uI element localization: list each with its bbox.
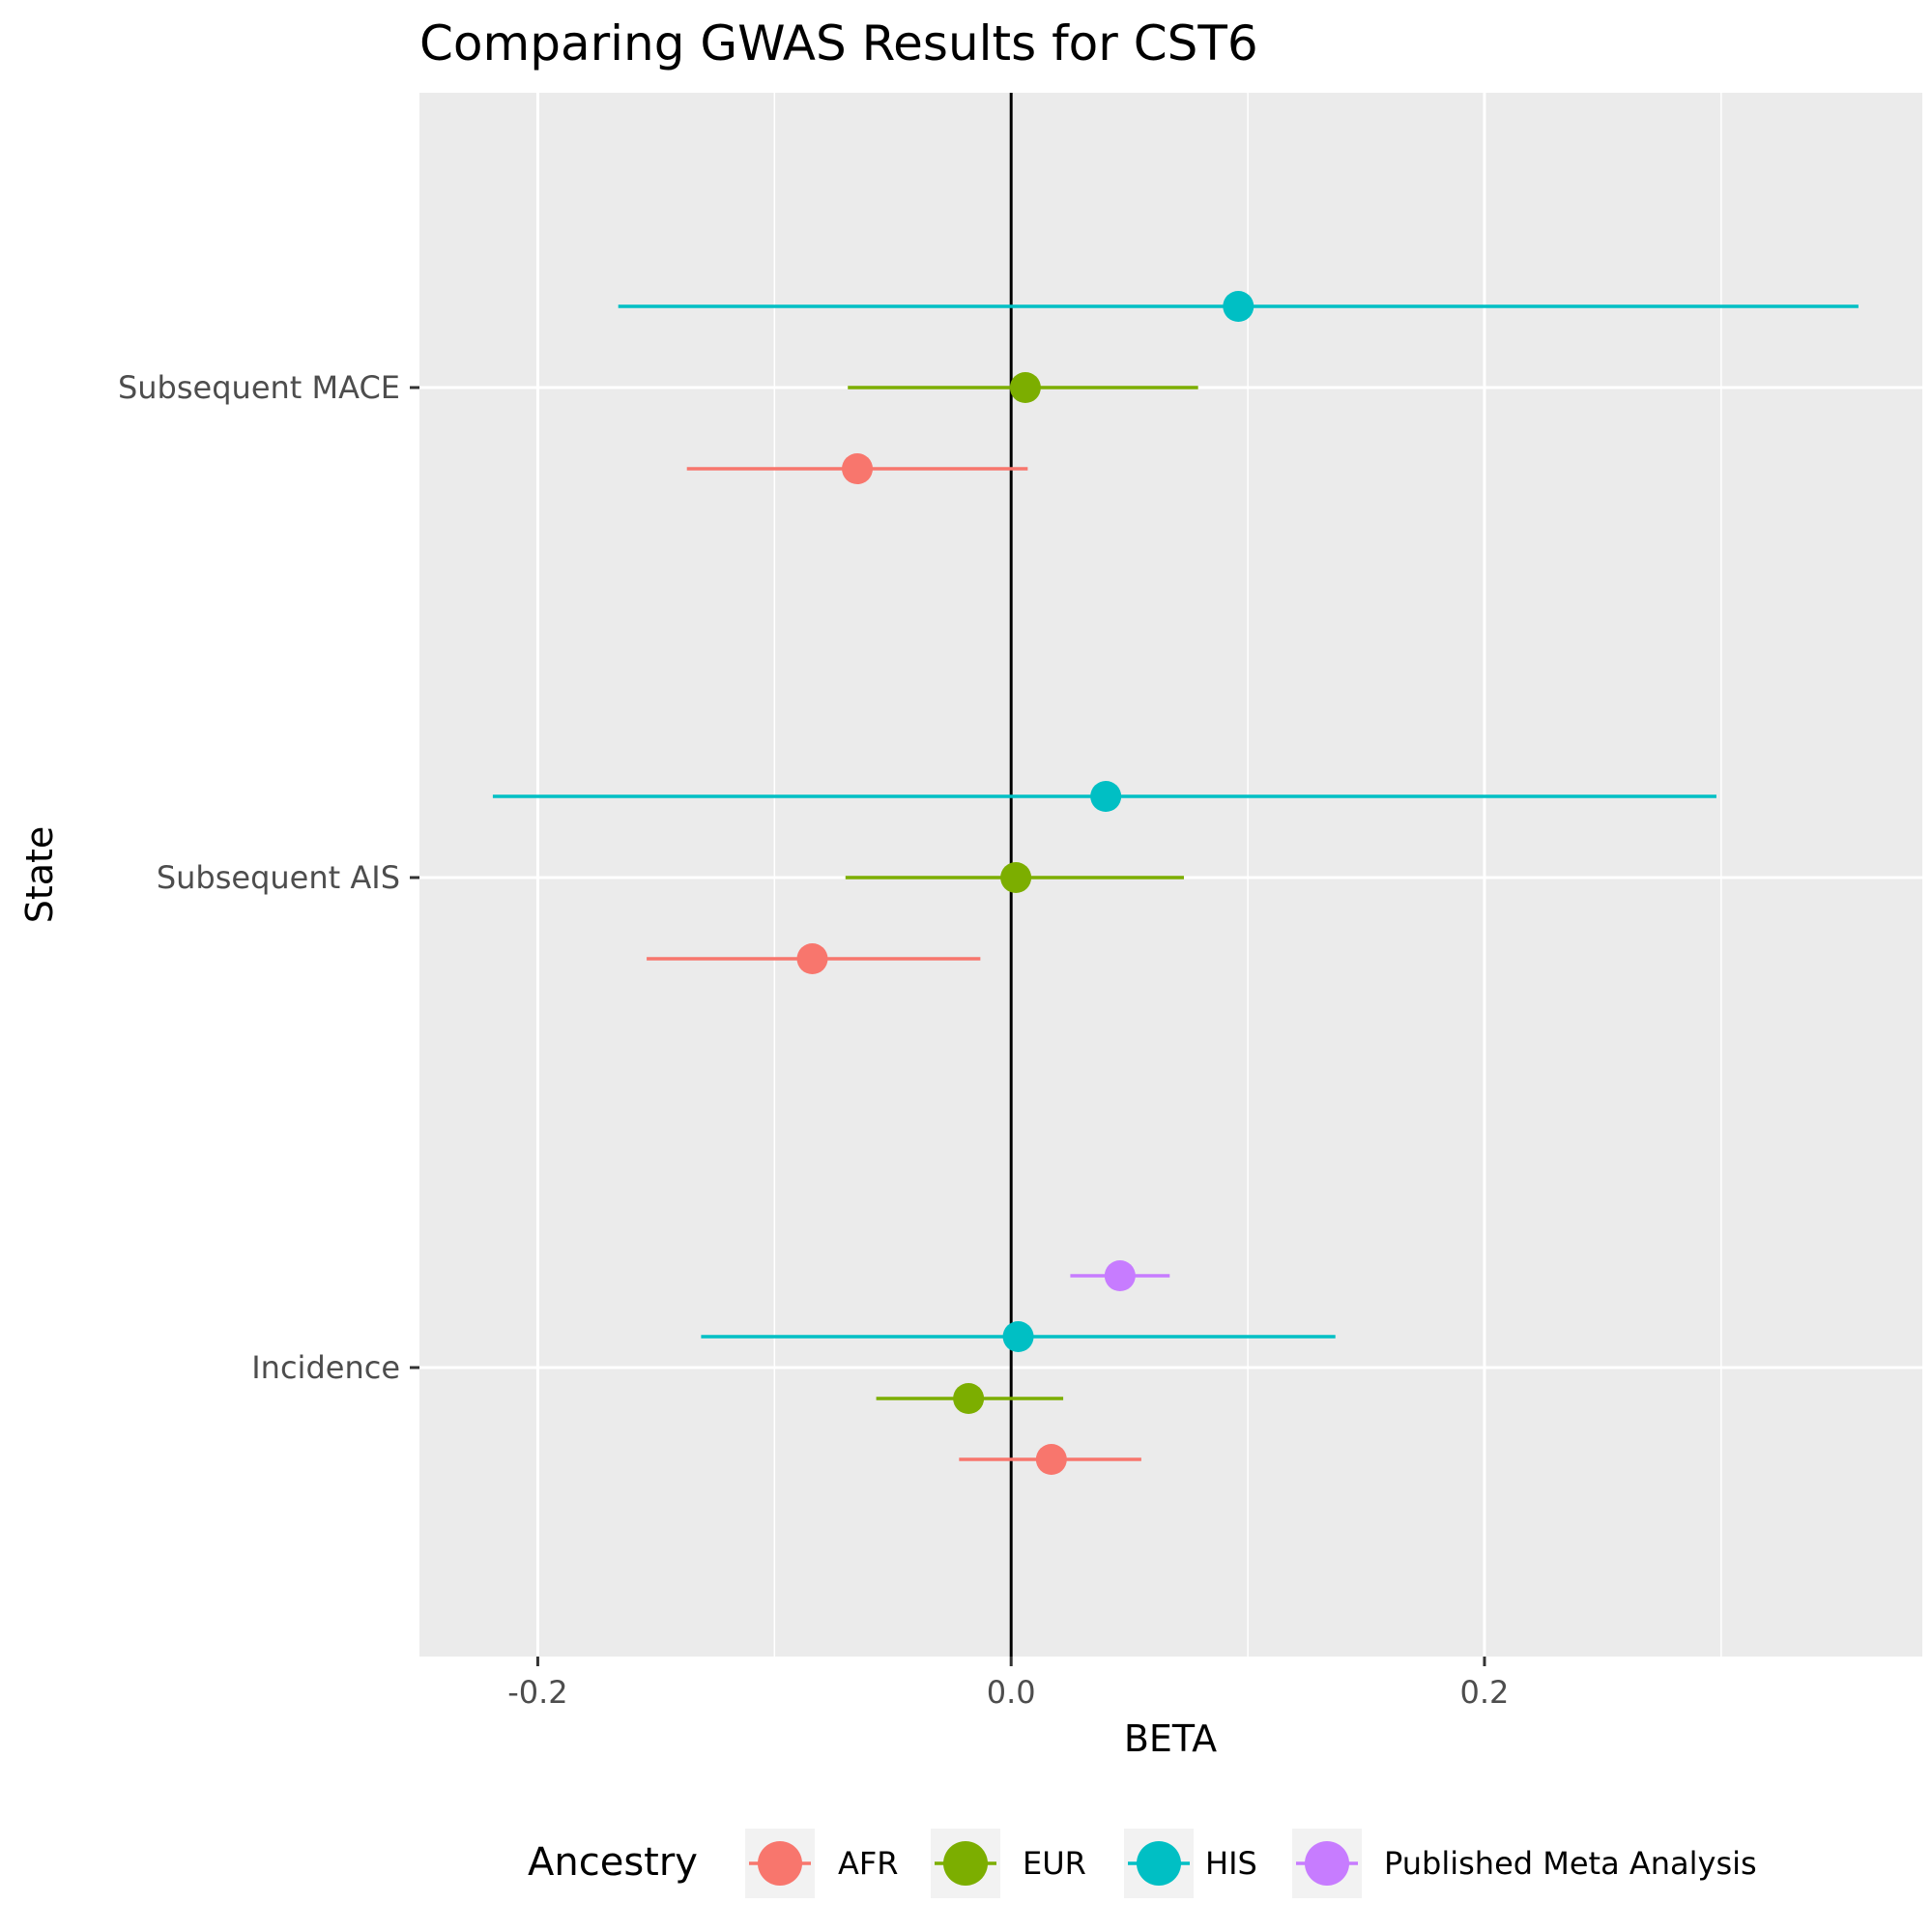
legend-label: AFR [838,1845,899,1882]
legend-title: Ancestry [528,1840,698,1885]
plot-panel [419,93,1922,1657]
legend-label: Published Meta Analysis [1384,1845,1757,1882]
data-point [1223,291,1254,322]
data-marks [492,291,1859,1475]
data-point [1000,862,1032,893]
legend: Ancestry AFR EUR HIS Published Meta Analysi… [528,1829,1757,1898]
data-point [1104,1260,1136,1291]
data-point [842,453,874,484]
legend-label: HIS [1205,1845,1257,1882]
x-tick-label: -0.2 [507,1674,567,1711]
y-axis-title: State [18,826,61,924]
legend-key-point [1137,1841,1181,1886]
data-point [1002,1321,1034,1352]
legend-label: EUR [1023,1845,1086,1882]
data-point [1009,372,1041,403]
y-tick-label: Subsequent AIS [157,859,400,896]
axes: -0.2 0.0 0.2 Incidence Subsequent AIS Subsequ… [118,369,1509,1711]
chart-title: Comparing GWAS Results for CST6 [419,15,1258,72]
data-point [796,943,828,974]
data-point [953,1383,985,1414]
x-tick-label: 0.0 [987,1674,1036,1711]
y-tick-label: Incidence [251,1349,400,1386]
data-point [1035,1444,1067,1475]
legend-key-point [758,1841,802,1886]
x-axis-title: BETA [1124,1717,1217,1760]
legend-key-point [1305,1841,1349,1886]
y-tick-label: Subsequent MACE [118,369,400,406]
x-tick-label: 0.2 [1460,1674,1510,1711]
minor-gridlines [773,93,1722,1657]
legend-key-point [943,1841,988,1886]
data-point [1090,781,1122,812]
